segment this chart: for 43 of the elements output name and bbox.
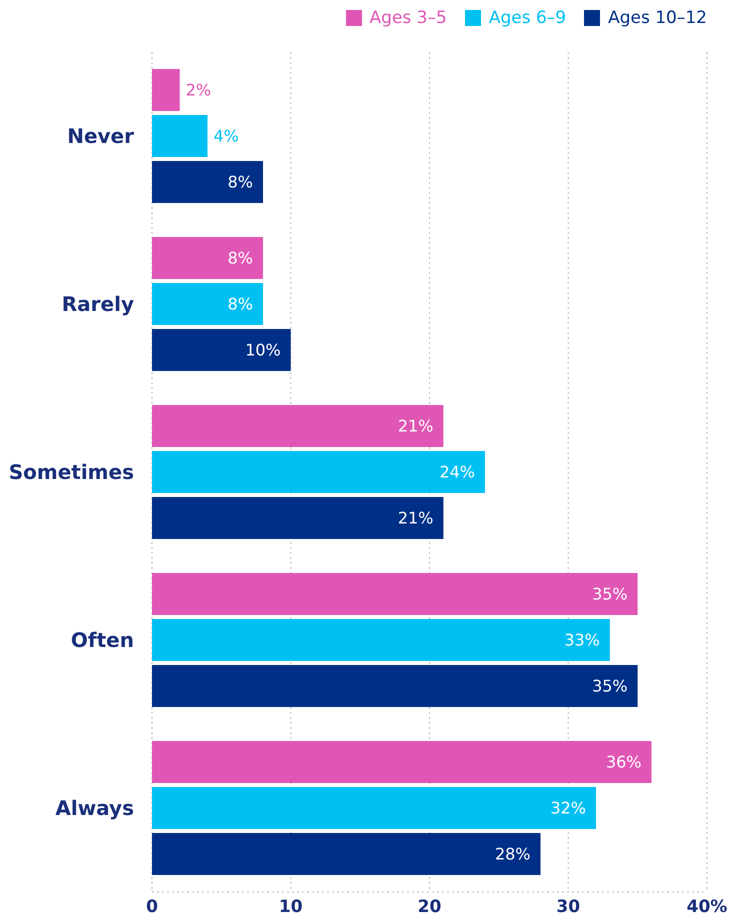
bar [152, 329, 291, 371]
legend-label: Ages 10–12 [607, 8, 707, 28]
bar [152, 665, 638, 707]
data-label: 35% [592, 676, 628, 696]
x-tick-label: 10 [278, 897, 303, 918]
bar [152, 161, 263, 203]
data-label: 28% [494, 844, 530, 864]
data-label: 36% [606, 752, 642, 772]
data-label: 10% [245, 340, 281, 360]
legend-label: Ages 6–9 [488, 8, 566, 28]
y-tick-label: Always [55, 796, 134, 820]
data-label: 32% [550, 798, 586, 818]
bar [152, 619, 610, 661]
bar [152, 787, 596, 829]
x-tick-label: 0 [146, 897, 158, 918]
data-label: 21% [398, 416, 434, 436]
data-label: 8% [228, 172, 253, 192]
y-tick-label: Often [70, 628, 134, 652]
x-tick-label: 20 [418, 897, 442, 918]
bar [152, 69, 180, 111]
legend-label: Ages 3–5 [368, 8, 447, 28]
bar [152, 833, 540, 875]
data-label: 8% [228, 248, 253, 268]
bar [152, 283, 263, 325]
bar [152, 497, 444, 539]
data-label: 33% [564, 630, 600, 650]
data-label: 35% [592, 584, 628, 604]
bar [152, 741, 652, 783]
x-tick-label: 30 [556, 897, 580, 918]
bar [152, 405, 444, 447]
data-label: 21% [398, 508, 434, 528]
data-label: 4% [214, 126, 239, 146]
y-tick-label: Never [67, 124, 134, 148]
bar [152, 573, 638, 615]
data-label: 8% [228, 294, 253, 314]
x-tick-label: 40% [686, 897, 728, 918]
bar [152, 115, 208, 157]
data-label: 2% [186, 80, 212, 100]
bar [152, 237, 263, 279]
y-tick-label: Sometimes [8, 460, 134, 484]
y-tick-label: Rarely [62, 292, 134, 316]
bar [152, 451, 485, 493]
data-label: 24% [439, 462, 475, 482]
